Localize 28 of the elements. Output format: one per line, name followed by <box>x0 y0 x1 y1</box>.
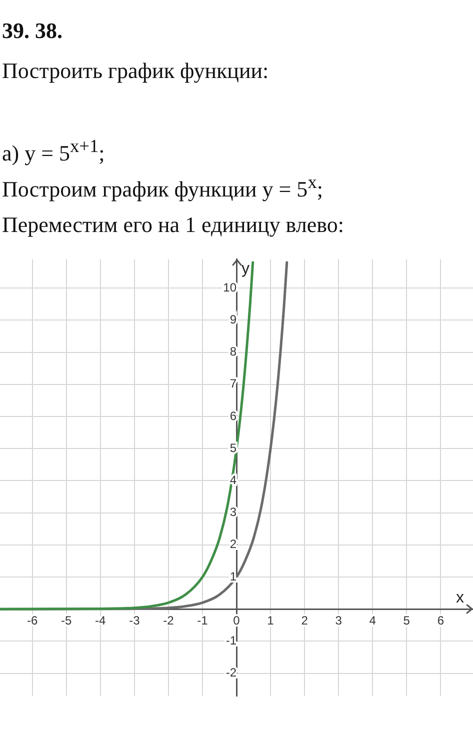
chart-title: 39. 38. <box>2 18 62 44</box>
x-tick-label: 5 <box>403 614 410 628</box>
x-tick-label: -6 <box>26 614 38 628</box>
y-axis-title: y <box>242 260 250 278</box>
y-tick-label: 8 <box>230 344 237 359</box>
y-tick-label: 9 <box>230 312 237 327</box>
text: а) y = 5$^{x+1}$; <box>2 135 105 166</box>
y-tick-label: 1 <box>230 569 237 584</box>
x-tick-label: 6 <box>437 614 444 628</box>
x-tick-label: -1 <box>197 614 208 628</box>
x-tick-label: 3 <box>335 614 342 628</box>
x-tick-label: 4 <box>369 614 376 628</box>
x-axis-title: x <box>456 590 464 607</box>
y-tick-label: 7 <box>230 376 237 391</box>
y-tick-label: -1 <box>226 634 237 648</box>
y-tick-label: -2 <box>226 666 237 680</box>
x-tick-label: -4 <box>95 614 106 628</box>
x-tick-label: -3 <box>129 614 140 628</box>
x-tick-label: -5 <box>61 614 72 628</box>
chart-subtitle: Построить график функции: <box>2 58 269 84</box>
text: Переместим его на 1 единицу влево: <box>2 212 344 238</box>
y-tick-label: 2 <box>230 537 237 552</box>
x-tick-label: 1 <box>267 614 274 628</box>
x-tick-label: 2 <box>301 614 308 628</box>
y-tick-label: 6 <box>230 408 237 423</box>
y-tick-label: 3 <box>230 505 237 520</box>
text: Построим график функции y = 5$^{x}$; <box>2 171 323 202</box>
x-tick-label: -2 <box>163 614 174 628</box>
